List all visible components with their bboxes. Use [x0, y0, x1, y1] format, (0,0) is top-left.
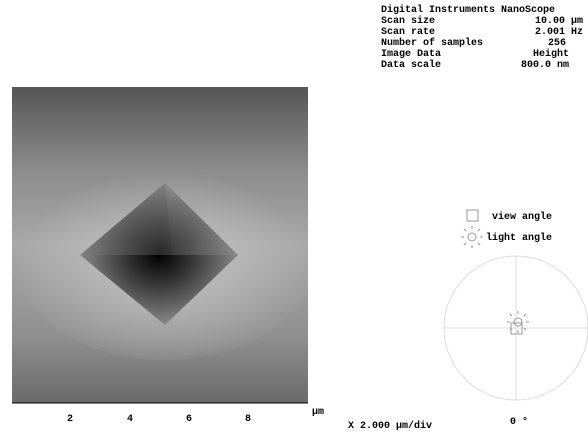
info-value: 256 — [548, 38, 566, 49]
tick-label: 6 — [186, 414, 192, 425]
tick-label: 2 — [67, 414, 73, 425]
legend-label: view angle — [492, 211, 552, 223]
tick-label: 4 — [127, 414, 133, 425]
info-value: 2.001 Hz — [535, 27, 583, 38]
info-label: Scan rate — [381, 27, 435, 38]
info-value: 10.00 µm — [535, 16, 583, 27]
angle-value: 0 ° — [510, 416, 528, 428]
legend-label: light angle — [486, 232, 552, 244]
angle-dial: 0 ° — [444, 256, 588, 428]
info-label: Number of samples — [381, 37, 483, 49]
info-label: Data scale — [381, 59, 441, 71]
info: Digital Instruments NanoScope Scan size … — [381, 4, 583, 71]
x-axis: 2 4 6 8 µm X 2.000 µm/div — [12, 403, 432, 432]
axis-scale: X 2.000 µm/div — [348, 420, 432, 432]
info-value: Height — [533, 48, 569, 60]
info-label: Scan size — [381, 15, 435, 27]
info-value: 800.0 nm — [521, 60, 569, 71]
afm-image — [12, 87, 315, 403]
tick-label: 8 — [245, 414, 251, 425]
angle-legend: view angle light angle — [461, 210, 552, 248]
info-label: Image Data — [381, 49, 441, 60]
axis-unit: µm — [312, 407, 324, 418]
screen: 2 4 6 8 µm X 2.000 µm/div Digital Instru… — [0, 0, 588, 434]
info-title: Digital Instruments NanoScope — [381, 4, 555, 16]
